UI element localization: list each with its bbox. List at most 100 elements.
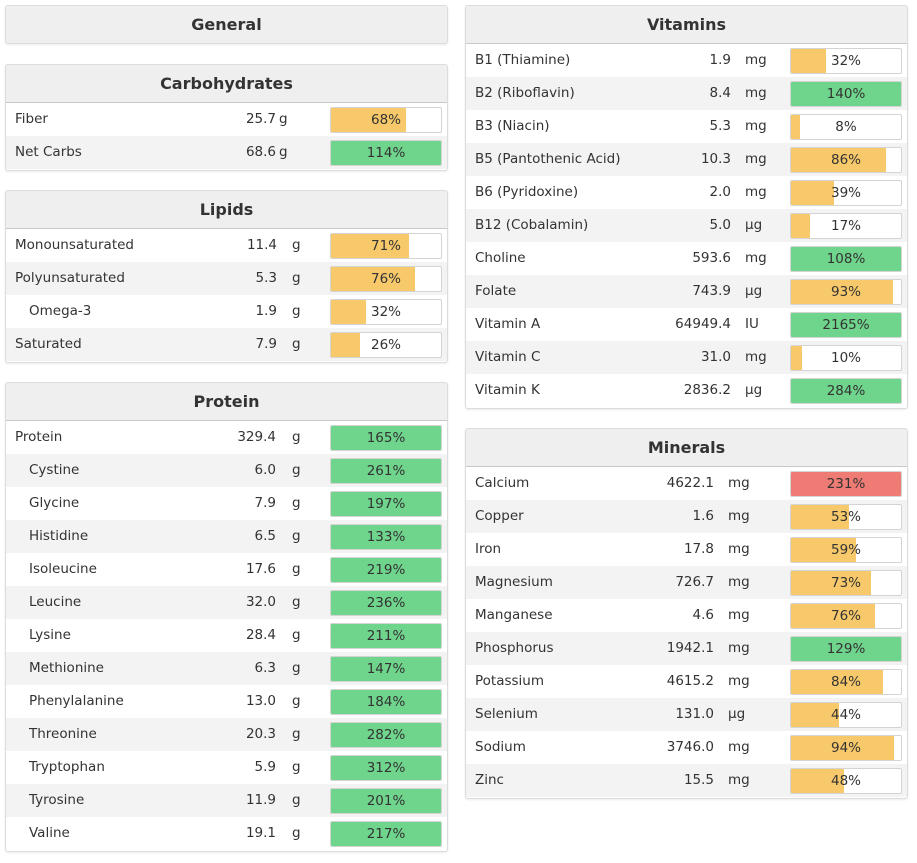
nutrient-row[interactable]: Cystine 6.0 g 261% [6,454,447,487]
nutrient-row[interactable]: B12 (Cobalamin) 5.0 µg 17% [466,209,907,242]
nutrient-row[interactable]: Selenium 131.0 µg 44% [466,698,907,731]
percent-label: 184% [366,694,406,710]
nutrient-row[interactable]: Zinc 15.5 mg 48% [466,764,907,797]
nutrient-row[interactable]: Methionine 6.3 g 147% [6,652,447,685]
vitamins-rows: B1 (Thiamine) 1.9 mg 32% B2 (Riboflavin) 8.4 m… [466,44,907,407]
nutrient-row[interactable]: Leucine 32.0 g 236% [6,586,447,619]
percent-bar-fill [331,723,441,747]
nutrient-row[interactable]: Vitamin A 64949.4 IU 2165% [466,308,907,341]
nutrient-unit: mg [728,739,750,755]
nutrient-row[interactable]: Monounsaturated 11.4 g 71% [6,229,447,262]
nutrient-unit: g [292,237,301,253]
nutrient-row[interactable]: Vitamin K 2836.2 µg 284% [466,374,907,407]
nutrient-amount: 68.6 [245,144,276,160]
nutrient-amount: 17.8 [683,541,714,557]
nutrient-name: Vitamin A [475,316,541,332]
percent-bar-fill [791,379,901,403]
percent-label: 17% [830,218,861,234]
nutrient-amount: 1.9 [709,52,731,68]
nutrient-row[interactable]: B2 (Riboflavin) 8.4 mg 140% [466,77,907,110]
nutrient-name: Vitamin K [475,382,540,398]
nutrient-amount: 11.9 [245,792,276,808]
nutrient-amount: 131.0 [675,706,714,722]
percent-bar: 76% [330,266,442,292]
nutrient-row[interactable]: B1 (Thiamine) 1.9 mg 32% [466,44,907,77]
nutrient-row[interactable]: Manganese 4.6 mg 76% [466,599,907,632]
nutrient-row[interactable]: Tyrosine 11.9 g 201% [6,784,447,817]
nutrient-unit: g [292,693,301,709]
lipids-header[interactable]: Lipids [6,191,447,229]
nutrient-row[interactable]: Polyunsaturated 5.3 g 76% [6,262,447,295]
nutrient-unit: mg [745,85,767,101]
nutrient-name: Methionine [29,660,104,676]
nutrient-row[interactable]: Sodium 3746.0 mg 94% [466,731,907,764]
lipids-rows: Monounsaturated 11.4 g 71% Polyunsaturated 5.… [6,229,447,361]
nutrient-row[interactable]: Potassium 4615.2 mg 84% [466,665,907,698]
percent-label: 219% [366,562,406,578]
percent-bar: 53% [790,504,902,530]
nutrient-name: Copper [475,508,524,524]
percent-bar: 2165% [790,312,902,338]
nutrient-unit: g [292,660,301,676]
nutrient-row[interactable]: Choline 593.6 mg 108% [466,242,907,275]
nutrient-unit: mg [728,508,750,524]
percent-bar-fill [791,769,844,793]
percent-bar-fill [331,108,406,132]
percent-bar-fill [791,247,901,271]
minerals-header[interactable]: Minerals [466,429,907,467]
nutrient-row[interactable]: Net Carbs 68.6 g 114% [6,136,447,169]
nutrient-row[interactable]: Fiber 25.7 g 68% [6,103,447,136]
nutrient-row[interactable]: Protein 329.4 g 165% [6,421,447,454]
nutrient-row[interactable]: Glycine 7.9 g 197% [6,487,447,520]
carbohydrates-panel: Carbohydrates Fiber 25.7 g 68% Net Carbs 68.6… [5,64,448,171]
nutrient-unit: g [292,303,301,319]
percent-bar: 32% [330,299,442,325]
nutrient-name: B12 (Cobalamin) [475,217,589,233]
carbohydrates-header[interactable]: Carbohydrates [6,65,447,103]
vitamins-panel: Vitamins B1 (Thiamine) 1.9 mg 32% B2 (Ribofl… [465,5,908,409]
nutrient-row[interactable]: Phosphorus 1942.1 mg 129% [466,632,907,665]
nutrient-amount: 5.0 [709,217,731,233]
nutrient-row[interactable]: Folate 743.9 µg 93% [466,275,907,308]
nutrient-row[interactable]: Saturated 7.9 g 26% [6,328,447,361]
vitamins-header[interactable]: Vitamins [466,6,907,44]
nutrient-amount: 19.1 [245,825,276,841]
percent-bar-fill [331,426,441,450]
nutrient-row[interactable]: Lysine 28.4 g 211% [6,619,447,652]
nutrient-unit: mg [745,349,767,365]
nutrient-unit: µg [728,706,746,722]
nutrient-row[interactable]: Histidine 6.5 g 133% [6,520,447,553]
protein-header[interactable]: Protein [6,383,447,421]
percent-bar: 165% [330,425,442,451]
nutrient-row[interactable]: B5 (Pantothenic Acid) 10.3 mg 86% [466,143,907,176]
minerals-rows: Calcium 4622.1 mg 231% Copper 1.6 mg 53% Iron 17.… [466,467,907,797]
general-header[interactable]: General [6,6,447,43]
nutrient-row[interactable]: Iron 17.8 mg 59% [466,533,907,566]
nutrient-row[interactable]: B6 (Pyridoxine) 2.0 mg 39% [466,176,907,209]
nutrient-row[interactable]: Phenylalanine 13.0 g 184% [6,685,447,718]
percent-bar-fill [331,558,441,582]
nutrient-row[interactable]: Threonine 20.3 g 282% [6,718,447,751]
nutrient-amount: 1.6 [692,508,714,524]
nutrient-amount: 10.3 [700,151,731,167]
percent-bar-fill [791,703,840,727]
nutrient-row[interactable]: Omega-3 1.9 g 32% [6,295,447,328]
nutrient-row[interactable]: B3 (Niacin) 5.3 mg 8% [466,110,907,143]
nutrient-unit: g [292,627,301,643]
percent-bar: 219% [330,557,442,583]
nutrient-amount: 64949.4 [675,316,731,332]
nutrient-amount: 743.9 [692,283,731,299]
nutrient-row[interactable]: Isoleucine 17.6 g 219% [6,553,447,586]
nutrient-row[interactable]: Copper 1.6 mg 53% [466,500,907,533]
nutrient-name: Vitamin C [475,349,541,365]
protein-rows: Protein 329.4 g 165% Cystine 6.0 g 261% Glycine 7… [6,421,447,850]
nutrient-name: Glycine [29,495,80,511]
nutrient-row[interactable]: Vitamin C 31.0 mg 10% [466,341,907,374]
nutrient-row[interactable]: Magnesium 726.7 mg 73% [466,566,907,599]
percent-bar-fill [331,822,441,846]
nutrient-amount: 32.0 [245,594,276,610]
nutrient-name: Zinc [475,772,504,788]
nutrient-row[interactable]: Valine 19.1 g 217% [6,817,447,850]
nutrient-row[interactable]: Calcium 4622.1 mg 231% [466,467,907,500]
nutrient-row[interactable]: Tryptophan 5.9 g 312% [6,751,447,784]
